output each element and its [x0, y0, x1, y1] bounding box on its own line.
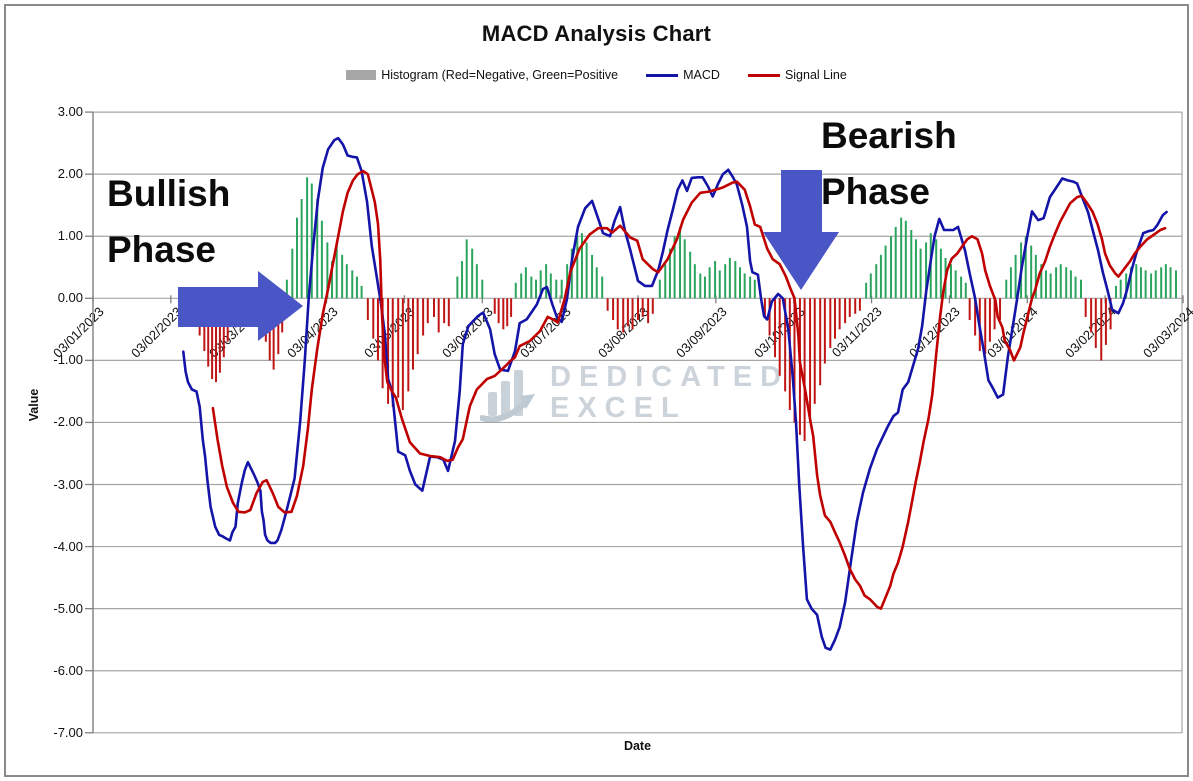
legend-item-macd: MACD	[646, 68, 720, 82]
y-tick-label: -7.00	[53, 724, 83, 740]
watermark-text-line1: DEDICATED	[550, 361, 790, 393]
y-tick-label: 3.00	[57, 104, 83, 120]
watermark-logo-icon	[480, 370, 535, 423]
annotation-bullish-line2: Phase	[107, 229, 217, 270]
y-tick-label: -6.00	[53, 662, 83, 678]
macd-line-swatch-icon	[646, 73, 679, 77]
legend: Histogram (Red=Negative, Green=Positive …	[0, 68, 1193, 82]
y-tick-label: 2.00	[57, 166, 83, 182]
y-tick-label: -1.00	[53, 352, 83, 368]
bearish-arrow-icon	[763, 170, 839, 290]
legend-label-macd: MACD	[683, 68, 720, 82]
chart-border	[4, 4, 1189, 777]
chart-title: MACD Analysis Chart	[481, 21, 712, 46]
annotation-bearish: Bearish Phase	[821, 108, 957, 220]
annotation-bearish-line2: Phase	[821, 171, 931, 212]
macd-line	[182, 136, 1168, 651]
signal-line	[211, 169, 1167, 611]
legend-label-histogram: Histogram (Red=Negative, Green=Positive	[381, 68, 619, 82]
signal-line-swatch-icon	[747, 73, 780, 77]
bullish-arrow-icon	[178, 271, 303, 341]
y-tick-label: 0.00	[57, 290, 83, 306]
annotation-bullish-line1: Bullish	[107, 173, 231, 214]
y-tick-label: -5.00	[53, 600, 83, 616]
x-axis-title: Date	[623, 739, 652, 753]
watermark: DEDICATED EXCEL	[480, 362, 789, 424]
y-axis-title: Value	[27, 388, 41, 422]
histogram-swatch-icon	[346, 70, 377, 80]
y-tick-label: -3.00	[53, 476, 83, 492]
watermark-text-line2: EXCEL	[550, 392, 687, 424]
y-tick-label: -2.00	[53, 414, 83, 430]
legend-item-signal: Signal Line	[747, 68, 847, 82]
y-tick-label: -4.00	[53, 538, 83, 554]
annotation-bearish-line1: Bearish	[821, 115, 957, 156]
legend-item-histogram: Histogram (Red=Negative, Green=Positive	[346, 68, 618, 82]
annotation-bullish: Bullish Phase	[107, 166, 230, 278]
legend-label-signal: Signal Line	[784, 68, 847, 82]
y-tick-label: 1.00	[57, 228, 83, 244]
